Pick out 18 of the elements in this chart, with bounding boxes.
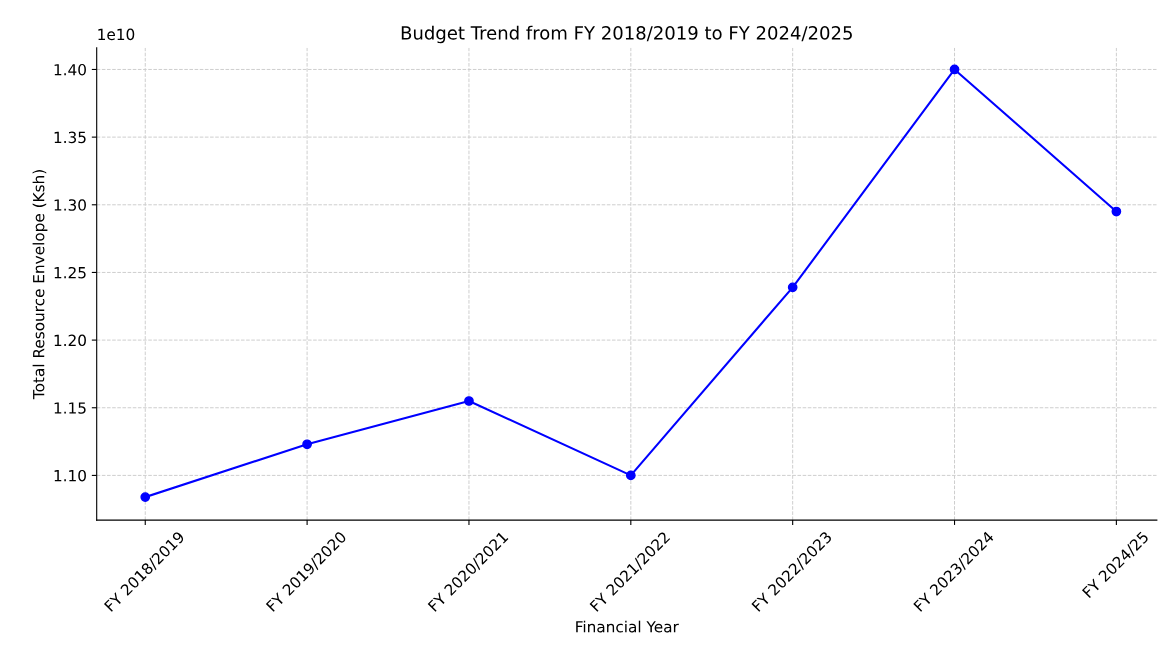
point	[140, 492, 151, 502]
point	[302, 439, 312, 450]
y-tick-label: 1.35	[54, 131, 86, 144]
point	[464, 396, 474, 406]
point	[1111, 206, 1122, 217]
y-tick-label: 1.20	[54, 334, 86, 347]
x-axis-title: Financial Year	[576, 620, 679, 633]
text: 1e10	[98, 28, 135, 41]
y-tick-label: 1.40	[54, 63, 86, 76]
y-tick-label: 1.15	[54, 402, 86, 414]
y-axis-title: Total Resource Envelope (Ksh)	[32, 170, 48, 400]
point	[625, 470, 636, 481]
y-tick-label: 1.30	[54, 199, 86, 211]
y-tick-label: 1.25	[54, 266, 86, 279]
chart-title: Budget Trend from FY 2018/2019 to FY 2024/2025	[401, 25, 852, 44]
y-tick-label: 1.10	[54, 469, 86, 482]
point	[787, 282, 798, 293]
point	[949, 64, 960, 75]
